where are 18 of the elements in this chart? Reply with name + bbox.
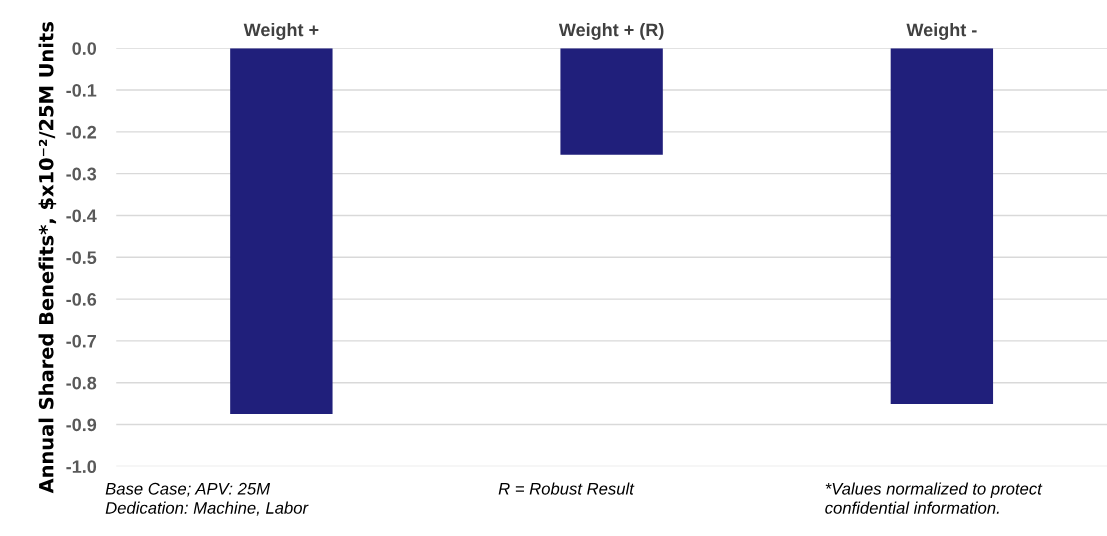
text: *Values normalized to protect confidential information. xyxy=(825,482,1043,514)
y-tick-label: 0.0 xyxy=(72,42,97,55)
text: Base Case; APV: 25M Dedication: Machine, Labor xyxy=(105,482,309,516)
y-tick-label: -0.2 xyxy=(66,125,97,139)
y-tick-label: -0.7 xyxy=(66,334,96,348)
y-tick-label: -0.1 xyxy=(66,83,97,97)
y-tick-label: -0.8 xyxy=(66,376,97,390)
y-tick-label: -1.0 xyxy=(66,460,97,474)
y-tick-label: -0.5 xyxy=(66,251,97,264)
x-tick-label: Weight + (R) xyxy=(558,23,664,40)
x-tick-label: Weight + xyxy=(243,23,319,40)
y-tick-label: -0.4 xyxy=(66,209,97,223)
y-tick-label: -0.6 xyxy=(66,293,97,306)
y-tick-label: -0.9 xyxy=(66,418,97,432)
y-tick-label: -0.3 xyxy=(66,167,97,181)
y-axis-title: Annual Shared Benefits*, $x10⁻²/25M Units xyxy=(38,22,57,494)
text: R = Robust Result xyxy=(498,482,635,495)
x-tick-label: Weight - xyxy=(906,23,977,40)
